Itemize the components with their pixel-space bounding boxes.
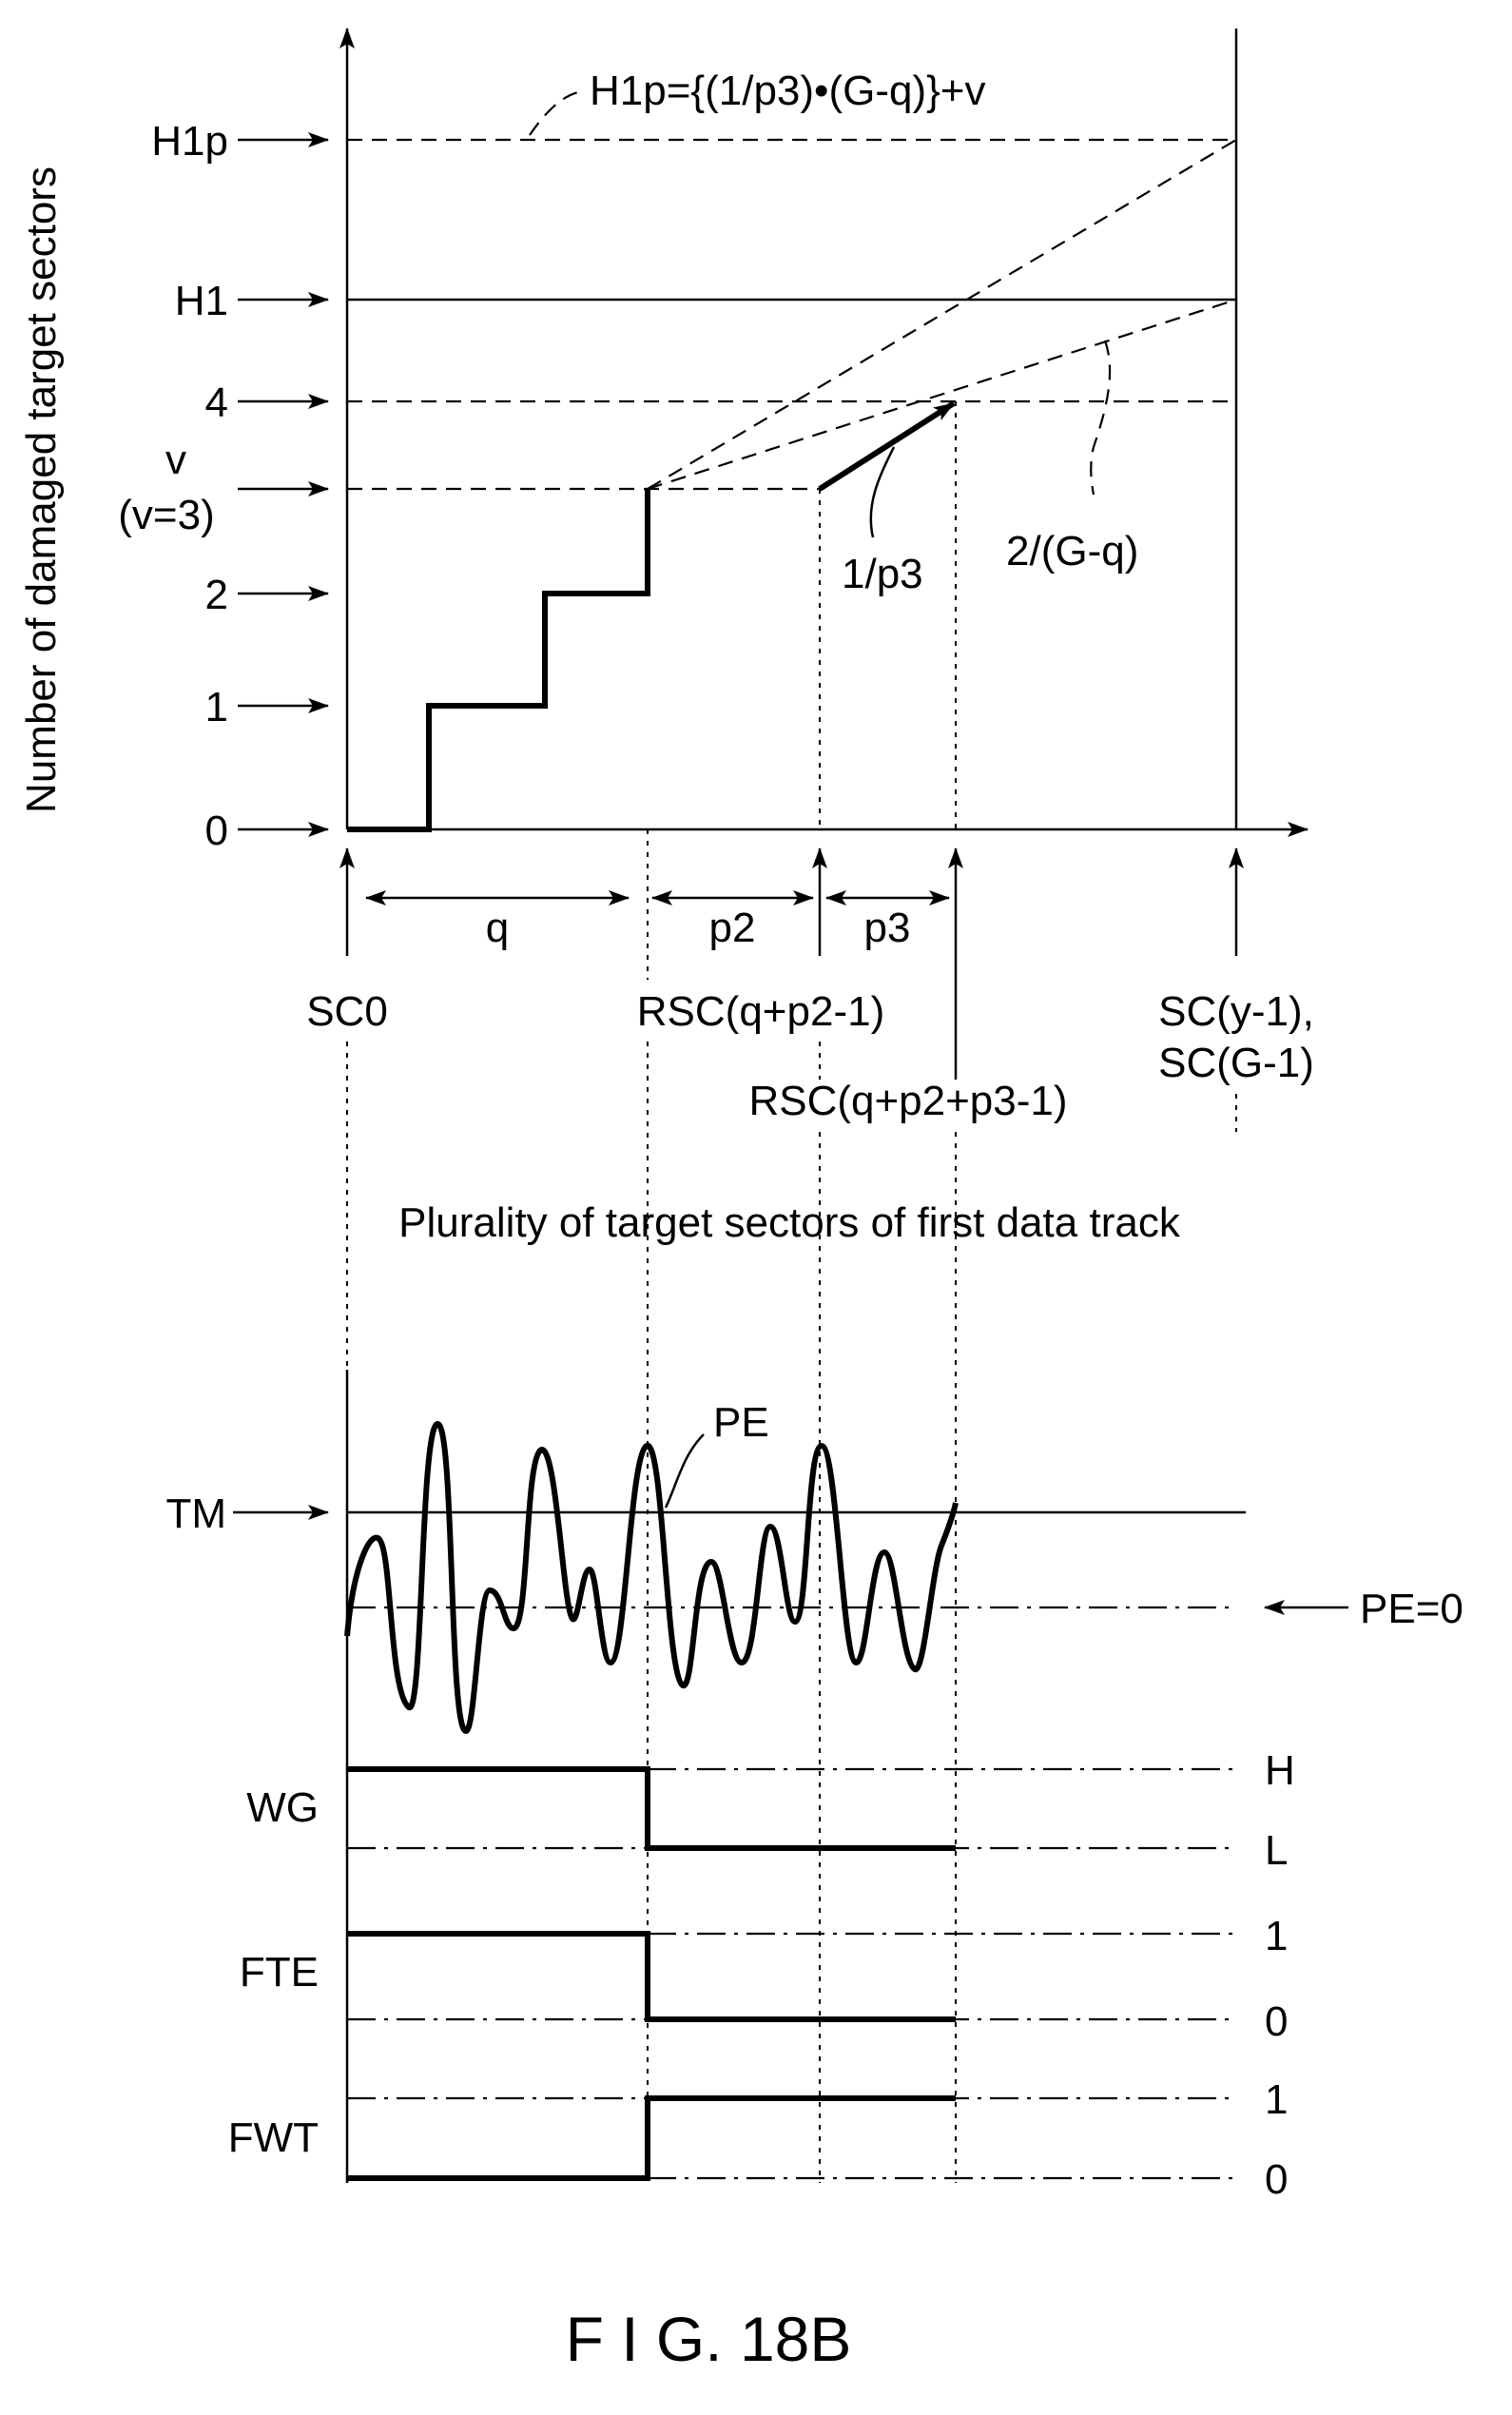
track-caption: Plurality of target sectors of first dat… bbox=[398, 1199, 1181, 1246]
projection-line-h1 bbox=[647, 298, 1237, 491]
label-h1: H1 bbox=[175, 278, 228, 324]
wg-signal bbox=[347, 1766, 956, 1851]
figure-caption: F I G. 18B bbox=[566, 2304, 852, 2374]
tm-label: TM bbox=[165, 1490, 226, 1537]
marker-label-sc-end-1: SC(y-1), bbox=[1158, 988, 1314, 1035]
label-2: 2 bbox=[205, 572, 228, 618]
marker-label-sc-end-2: SC(G-1) bbox=[1158, 1040, 1314, 1086]
slope-arrow-1-p3 bbox=[818, 400, 956, 492]
fte-label: FTE bbox=[240, 1949, 319, 1996]
fte-low-label: 0 bbox=[1265, 1998, 1288, 2045]
leader-slope-1-p3 bbox=[869, 446, 896, 538]
label-0: 0 bbox=[205, 808, 228, 854]
wg-low-label: L bbox=[1265, 1827, 1288, 1874]
pe-label: PE bbox=[713, 1399, 769, 1446]
marker-label-rsc2: RSC(q+p2+p3-1) bbox=[748, 1078, 1067, 1124]
interval-label-p2: p2 bbox=[709, 905, 756, 951]
leader-formula bbox=[529, 89, 583, 136]
pe-leader bbox=[664, 1433, 705, 1509]
label-h1p: H1p bbox=[151, 118, 228, 165]
fte-high-label: 1 bbox=[1265, 1913, 1288, 1959]
leader-slope-2-gq bbox=[1090, 340, 1112, 496]
marker-label-rsc1: RSC(q+p2-1) bbox=[637, 988, 884, 1035]
marker-label-sc0: SC0 bbox=[306, 988, 388, 1035]
fte-signal bbox=[347, 1931, 956, 2022]
fwt-low-label: 0 bbox=[1265, 2156, 1288, 2203]
y-axis-label: Number of damaged target sectors bbox=[18, 166, 65, 813]
pe-zero-label: PE=0 bbox=[1360, 1586, 1464, 1632]
label-4: 4 bbox=[205, 380, 228, 426]
interval-label-p3: p3 bbox=[864, 905, 911, 951]
interval-label-q: q bbox=[486, 905, 509, 951]
slope-label-1-p3: 1/p3 bbox=[842, 551, 923, 597]
fwt-label: FWT bbox=[228, 2114, 319, 2161]
projection-line-h1p bbox=[647, 139, 1237, 490]
pe-waveform bbox=[344, 1420, 959, 1735]
fwt-signal bbox=[347, 2095, 956, 2181]
label-1: 1 bbox=[205, 684, 228, 730]
fwt-high-label: 1 bbox=[1265, 2076, 1288, 2123]
slope-label-2-gq: 2/(G-q) bbox=[1006, 528, 1138, 575]
damaged-sector-staircase bbox=[347, 489, 650, 832]
label-v-eq: (v=3) bbox=[118, 492, 214, 538]
wg-high-label: H bbox=[1265, 1747, 1295, 1794]
formula-h1p: H1p={(1/p3)•(G-q)}+v bbox=[590, 68, 986, 114]
label-v: v bbox=[165, 437, 186, 483]
wg-label: WG bbox=[246, 1784, 319, 1831]
